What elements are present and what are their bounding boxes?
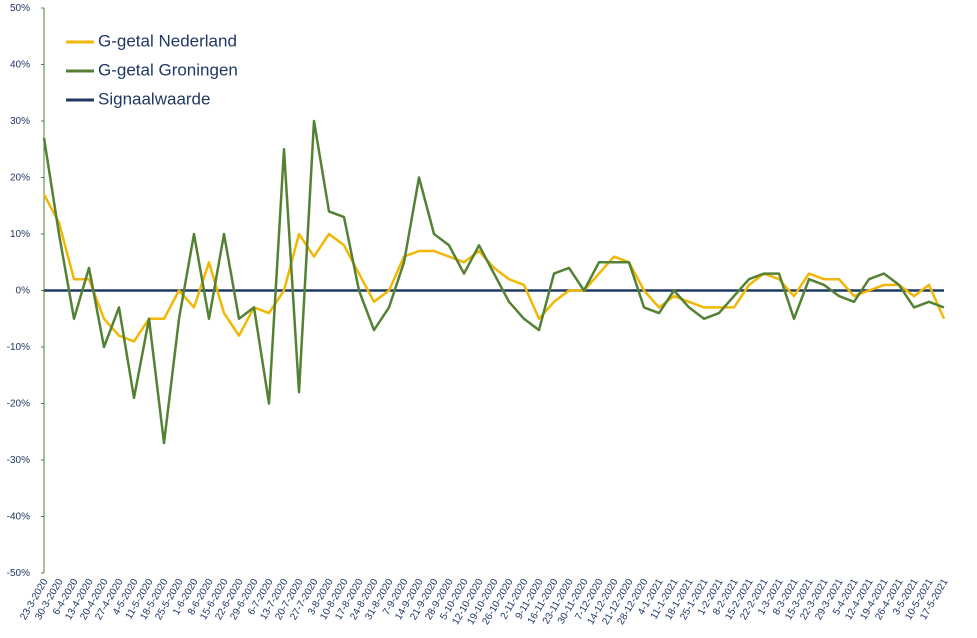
y-tick-label: -30% (7, 455, 30, 466)
y-tick-label: 40% (10, 60, 30, 71)
y-tick-label: -40% (7, 512, 30, 523)
y-tick-label: -10% (7, 342, 30, 353)
series-line (42, 193, 946, 343)
legend-label: G-getal Nederland (98, 31, 237, 50)
y-tick-label: -50% (7, 568, 30, 579)
y-tick-label: -20% (7, 399, 30, 410)
legend-label: Signaalwaarde (98, 89, 210, 108)
y-tick-label: 30% (10, 116, 30, 127)
y-tick-label: 50% (10, 3, 30, 14)
y-tick-label: 0% (16, 286, 31, 297)
y-tick-label: 10% (10, 229, 30, 240)
legend-label: G-getal Groningen (98, 60, 238, 79)
series-line (42, 119, 945, 445)
y-tick-label: 20% (10, 173, 30, 184)
